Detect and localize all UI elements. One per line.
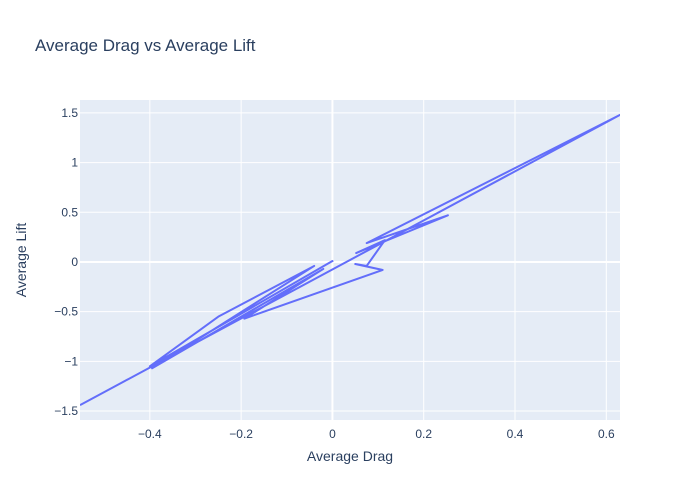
chart-title: Average Drag vs Average Lift [35,36,256,55]
x-tick-label: 0.6 [598,427,615,441]
y-tick-label: −0.5 [54,305,78,319]
x-tick-label: 0.4 [507,427,524,441]
series-layer [80,113,620,406]
x-tick-label: 0 [329,427,336,441]
y-tick-label: −1 [64,354,78,368]
x-tick-label: −0.4 [138,427,162,441]
x-tick-label: −0.2 [229,427,253,441]
y-tick-label: 1.5 [61,106,78,120]
y-tick-label: 0 [71,255,78,269]
x-axis-ticks: −0.4 −0.2 0 0.2 0.4 0.6 [138,427,615,441]
y-tick-label: 1 [71,156,78,170]
y-tick-label: −1.5 [54,404,78,418]
series-line[interactable] [80,113,620,406]
x-axis-title: Average Drag [307,448,393,464]
y-axis-ticks: −1.5 −1 −0.5 0 0.5 1 1.5 [54,106,78,418]
x-tick-label: 0.2 [415,427,432,441]
y-tick-label: 0.5 [61,205,78,219]
y-axis-title: Average Lift [13,223,29,298]
